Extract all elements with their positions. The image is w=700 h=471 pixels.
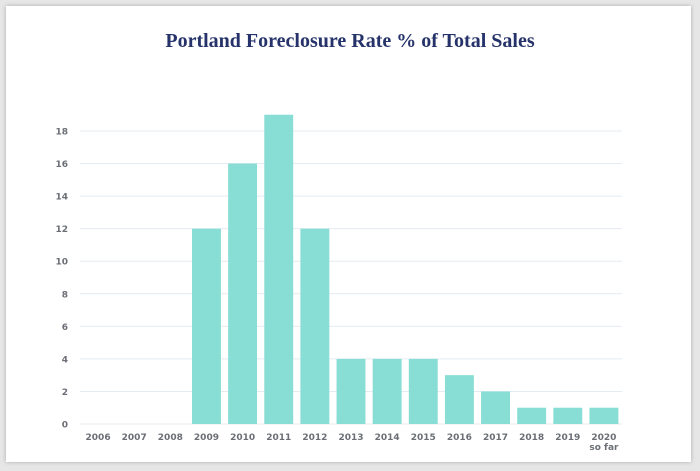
y-tick-label: 18 — [55, 128, 68, 138]
x-tick-label: 2006 — [86, 433, 111, 443]
x-tick-label: 2015 — [411, 433, 436, 443]
y-tick-label: 2 — [62, 388, 68, 398]
bar — [372, 358, 402, 424]
bars — [192, 114, 619, 425]
x-axis-ticks: 2006 2007 2008 2009 2010 2011 2012 2013 2014 2015… — [86, 433, 620, 453]
x-tick-label: 2018 — [519, 433, 544, 443]
y-tick-label: 8 — [62, 290, 68, 300]
y-tick-label: 16 — [55, 160, 68, 170]
bar — [336, 358, 366, 424]
x-tick-label: so far — [589, 443, 619, 453]
bar — [589, 407, 619, 424]
y-tick-label: 14 — [55, 193, 68, 203]
y-tick-label: 0 — [62, 421, 68, 431]
bar — [408, 358, 438, 424]
x-tick-label: 2009 — [194, 433, 219, 443]
x-tick-label: 2010 — [230, 433, 255, 443]
x-tick-label: 2012 — [302, 433, 327, 443]
x-tick-label: 2013 — [338, 433, 363, 443]
x-tick-label: 2011 — [266, 433, 291, 443]
x-tick-label: 2007 — [122, 433, 147, 443]
bar — [264, 114, 294, 424]
y-tick-label: 12 — [55, 225, 68, 235]
bar — [444, 375, 474, 424]
x-tick-label: 2017 — [483, 433, 508, 443]
bar — [228, 163, 258, 425]
y-axis-ticks: 0 2 4 6 8 10 12 14 16 18 — [55, 128, 68, 431]
bar — [481, 391, 510, 424]
chart-title: Portland Foreclosure Rate % of Total Sal… — [165, 30, 535, 52]
x-tick-label: 2014 — [375, 433, 400, 443]
bar — [300, 228, 330, 424]
x-tick-label: 2019 — [555, 433, 580, 443]
y-tick-label: 10 — [55, 258, 68, 268]
x-tick-label: 2016 — [447, 433, 472, 443]
x-tick-label: 2020 — [591, 433, 616, 443]
bar — [192, 228, 221, 424]
y-tick-label: 4 — [62, 355, 68, 365]
y-tick-label: 6 — [62, 323, 68, 333]
bar — [517, 407, 547, 424]
x-tick-label: 2008 — [158, 433, 183, 443]
bar — [553, 407, 583, 424]
